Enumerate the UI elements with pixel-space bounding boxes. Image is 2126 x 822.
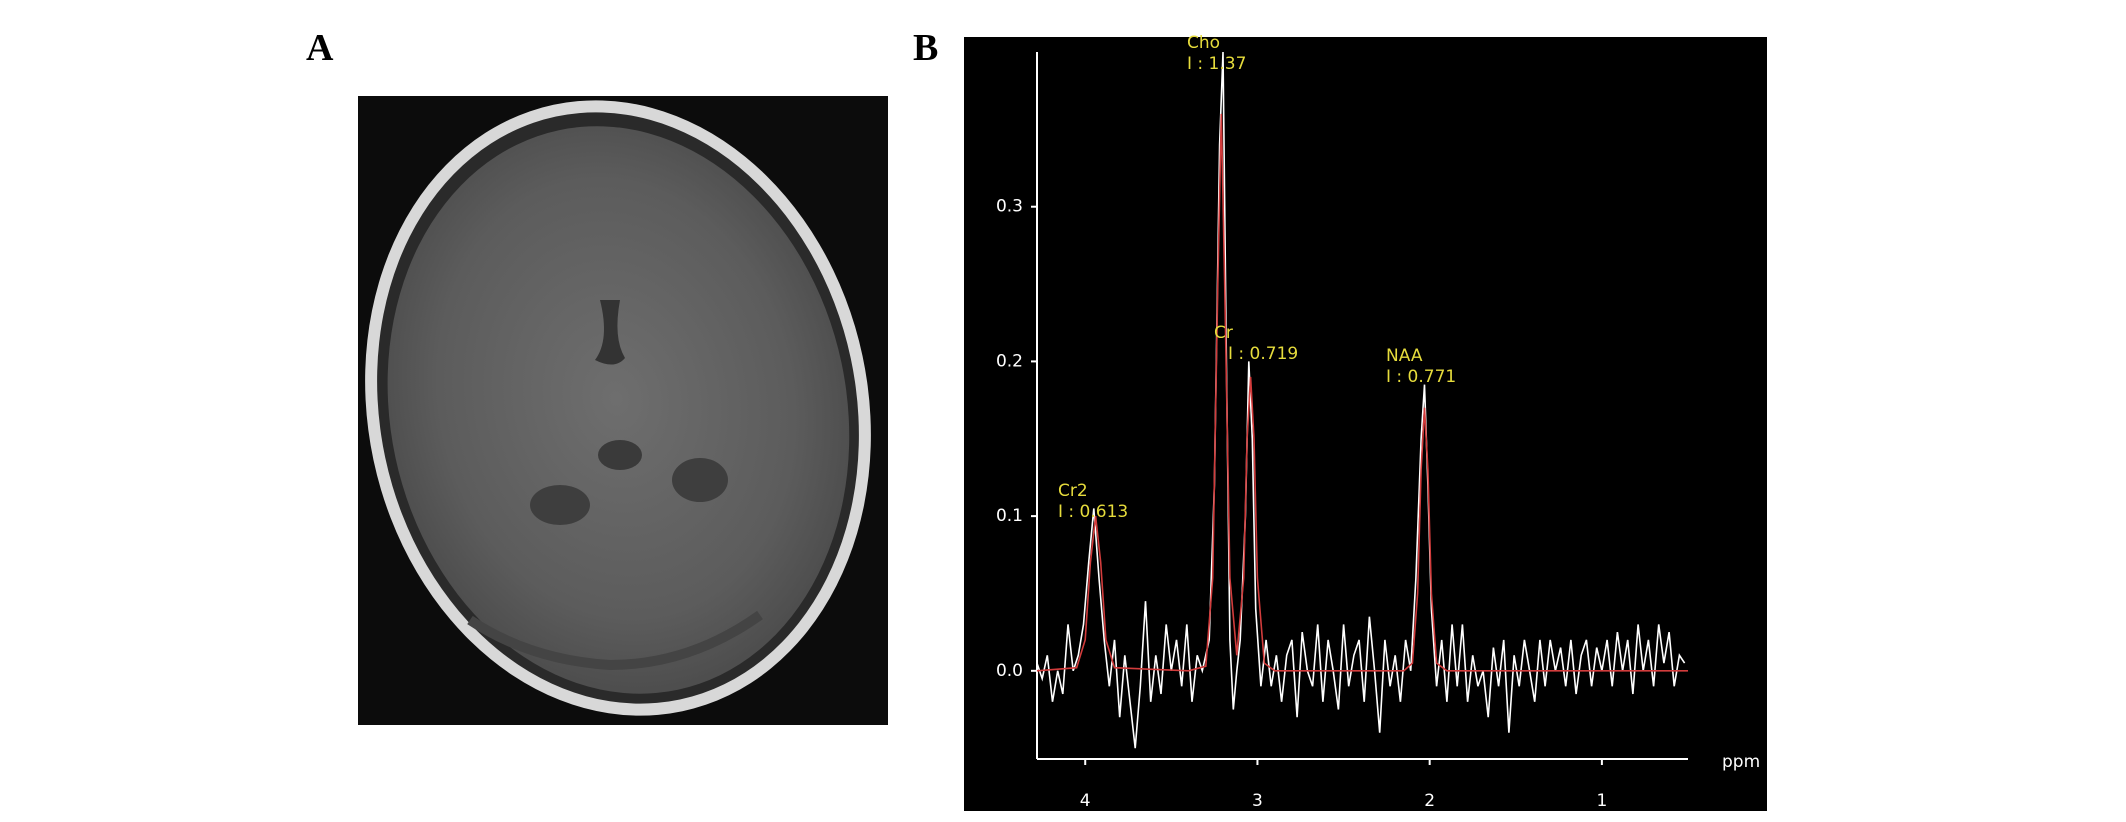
x-tick-label: 3 (1252, 791, 1263, 811)
panel-label: A (306, 27, 334, 69)
plot-background (964, 37, 1767, 811)
peak-annotation: I : 1.37 (1187, 54, 1246, 74)
x-tick-label: 1 (1596, 791, 1607, 811)
peak-annotation: Cr (1214, 323, 1233, 343)
mri-image (358, 96, 888, 725)
y-tick-label: 0.2 (996, 351, 1023, 371)
y-tick-label: 0.1 (996, 506, 1023, 526)
x-axis-label: ppm (1722, 752, 1760, 772)
peak-annotation: Cho (1187, 33, 1220, 53)
x-tick-label: 4 (1080, 791, 1091, 811)
peak-annotation: I : 0.613 (1058, 502, 1128, 522)
y-tick-label: 0.3 (996, 197, 1023, 217)
peak-annotation: Cr2 (1058, 481, 1088, 501)
x-tick-label: 2 (1424, 791, 1435, 811)
peak-annotation: NAA (1386, 346, 1423, 366)
panel-label: B (913, 27, 938, 69)
spectrum-line (1036, 51, 1686, 749)
peak-annotation: I : 0.771 (1386, 367, 1456, 387)
peak-annotation: I : 0.719 (1228, 344, 1298, 364)
y-tick-label: 0.0 (996, 661, 1023, 681)
spectrum-line (1036, 113, 1688, 672)
